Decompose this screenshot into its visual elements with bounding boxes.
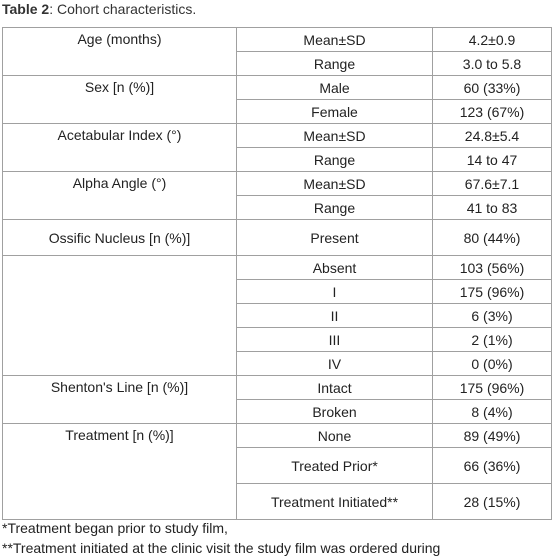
value: 0 (0%)	[432, 351, 552, 376]
value: 41 to 83	[432, 195, 552, 220]
title-label: Table 2	[2, 1, 50, 17]
table-row: Shenton's Line [n (%)] Intact 175 (96%)	[2, 375, 552, 424]
statistic: Range	[236, 147, 433, 172]
footnote: *Treatment began prior to study film,	[2, 520, 228, 536]
statistic: Female	[236, 99, 433, 124]
table-row: Sex [n (%)] Male 60 (33%)	[2, 75, 552, 124]
value: 3.0 to 5.8	[432, 51, 552, 76]
statistic: Mean±SD	[236, 171, 433, 196]
statistic: Male	[236, 75, 433, 100]
statistic: Broken	[236, 399, 433, 424]
group-label: Acetabular Index (°)	[2, 123, 237, 172]
value: 123 (67%)	[432, 99, 552, 124]
value: 60 (33%)	[432, 75, 552, 100]
table-row: IV 0 (0%)	[3, 351, 552, 376]
table-row: Broken 8 (4%)	[3, 399, 552, 424]
statistic: Range	[236, 51, 433, 76]
value: 89 (49%)	[432, 423, 552, 448]
footnotes: *Treatment began prior to study film, **T…	[2, 518, 440, 558]
cohort-table: Age (months) Mean±SD 4.2±0.9 Range 3.0 to 5.…	[2, 27, 552, 520]
group-label: Treatment [n (%)]	[2, 423, 237, 520]
statistic: None	[236, 423, 433, 448]
statistic: Present	[236, 219, 433, 256]
statistic: Mean±SD	[236, 27, 433, 52]
value: 80 (44%)	[432, 219, 552, 256]
statistic: Treatment Initiated**	[236, 483, 433, 520]
table-row: I 175 (96%)	[3, 279, 552, 304]
table-row: Age (months) Mean±SD 4.2±0.9	[2, 27, 552, 76]
value: 175 (96%)	[432, 375, 552, 400]
statistic: I	[236, 279, 433, 304]
value: 4.2±0.9	[432, 27, 552, 52]
value: 28 (15%)	[432, 483, 552, 520]
table-row: Range 14 to 47	[3, 147, 552, 172]
statistic: Range	[236, 195, 433, 220]
table-row: Ossific Nucleus [n (%)] Present 80 (44%)	[2, 219, 552, 256]
title-text: : Cohort characteristics.	[49, 1, 197, 17]
group-label	[2, 255, 237, 376]
group-label: Alpha Angle (°)	[2, 171, 237, 220]
value: 14 to 47	[432, 147, 552, 172]
group-label: Shenton's Line [n (%)]	[2, 375, 237, 424]
table-row: Absent 103 (56%)	[2, 255, 552, 376]
value: 175 (96%)	[432, 279, 552, 304]
statistic: IV	[236, 351, 433, 376]
value: 66 (36%)	[432, 447, 552, 484]
value: 6 (3%)	[432, 303, 552, 328]
value: 103 (56%)	[432, 255, 552, 280]
value: 67.6±7.1	[432, 171, 552, 196]
table-title: Table 2: Cohort characteristics.	[2, 1, 196, 17]
footnote: **Treatment initiated at the clinic visi…	[2, 540, 441, 556]
group-label: Sex [n (%)]	[2, 75, 237, 124]
statistic: Intact	[236, 375, 433, 400]
group-label: Ossific Nucleus [n (%)]	[2, 219, 237, 256]
table-row: Treated Prior* 66 (36%)	[3, 447, 552, 484]
value: 24.8±5.4	[432, 123, 552, 148]
table-row: Treatment [n (%)] None 89 (49%)	[2, 423, 552, 520]
table-row: Range 41 to 83	[3, 195, 552, 220]
value: 8 (4%)	[432, 399, 552, 424]
table-row: Acetabular Index (°) Mean±SD 24.8±5.4	[2, 123, 552, 172]
table-row: Alpha Angle (°) Mean±SD 67.6±7.1	[2, 171, 552, 220]
table-row: Range 3.0 to 5.8	[3, 51, 552, 76]
value: 2 (1%)	[432, 327, 552, 352]
statistic: III	[236, 327, 433, 352]
statistic: II	[236, 303, 433, 328]
group-label: Age (months)	[2, 27, 237, 76]
statistic: Absent	[236, 255, 433, 280]
table-row: Treatment Initiated** 28 (15%)	[3, 483, 552, 520]
statistic: Mean±SD	[236, 123, 433, 148]
statistic: Treated Prior*	[236, 447, 433, 484]
